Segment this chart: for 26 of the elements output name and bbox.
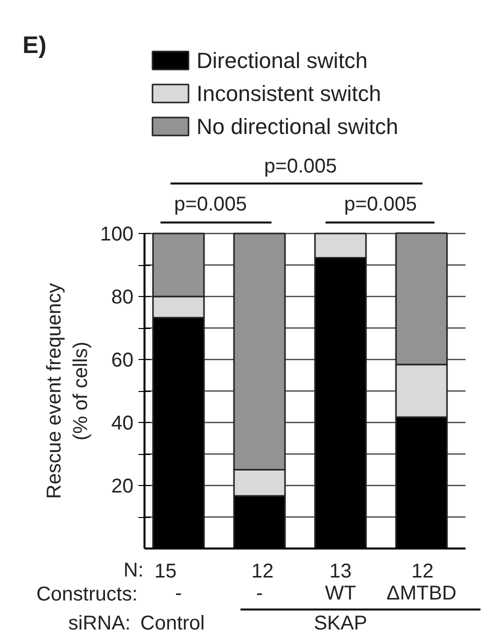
chart-title: E) (22, 32, 46, 59)
text: siRNA: (68, 612, 131, 634)
text: SKAP (314, 612, 368, 634)
text: 12 (251, 560, 274, 582)
y-tick-label: 60 (111, 350, 134, 372)
text: Control (140, 612, 205, 634)
text: Constructs: (36, 584, 138, 606)
y-tick-label: 40 (111, 412, 134, 434)
text: p=0.005 (264, 156, 337, 178)
legend-label: No directional switch (196, 114, 398, 139)
text: p=0.005 (174, 194, 247, 216)
legend-label: Directional switch (196, 48, 368, 73)
text: 13 (329, 560, 352, 582)
x-tick-label: WT (324, 582, 356, 604)
text: N: (124, 560, 144, 582)
x-tick-label: - (175, 582, 182, 604)
x-tick-label: ΔMTBD (386, 582, 457, 604)
text: 15 (154, 560, 177, 582)
y-tick-label: 80 (111, 286, 134, 308)
text: p=0.005 (344, 194, 417, 216)
x-tick-label: - (256, 582, 263, 604)
y-axis-title: Rescue event frequency (% of cells) (44, 283, 92, 499)
y-tick-label: 20 (111, 476, 134, 498)
legend-label: Inconsistent switch (196, 81, 382, 106)
y-tick-label: 100 (100, 224, 134, 246)
text: 12 (411, 560, 434, 582)
